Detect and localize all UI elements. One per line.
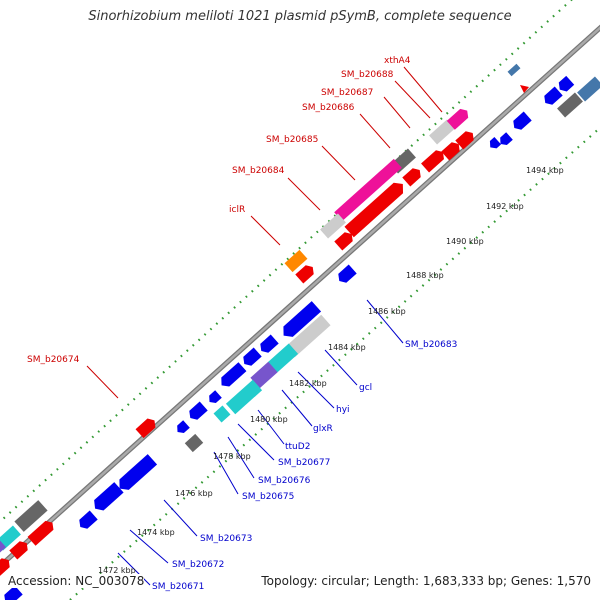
gene-feature [338, 264, 357, 283]
gene-feature [79, 510, 98, 529]
gene-feature [344, 182, 404, 238]
gene-feature [119, 454, 158, 490]
gene-feature [455, 131, 474, 150]
gene-label-sm-b20675: SM_b20675 [242, 492, 294, 502]
gene-label-glxr: glxR [313, 424, 333, 434]
gene-label-sm-b20686: SM_b20686 [302, 103, 355, 113]
gene-feature [520, 85, 529, 93]
gene-feature [421, 150, 444, 173]
gene-feature [189, 401, 208, 420]
reverse-callout-lines [117, 299, 404, 586]
reverse-gene-features [4, 63, 600, 600]
tick-label: 1490 kbp [446, 237, 484, 246]
gene-feature [243, 347, 262, 366]
gene-label-ttud2: ttuD2 [285, 442, 310, 452]
tick-label: 1484 kbp [328, 343, 366, 352]
accession-text: Accession: NC_003078 [8, 574, 145, 588]
tick-label: 1476 kbp [175, 489, 213, 498]
gene-feature [94, 482, 124, 511]
tick-label: 1472 kbp [98, 566, 136, 575]
gene-feature [27, 520, 54, 546]
gene-feature [221, 362, 247, 387]
gene-label-sm-b20674: SM_b20674 [27, 355, 80, 365]
gene-feature [225, 379, 263, 415]
map-title: Sinorhizobium meliloti 1021 plasmid pSym… [88, 9, 512, 24]
gene-feature [0, 558, 10, 577]
gene-feature [9, 541, 28, 560]
gene-feature [402, 168, 421, 187]
tick-label: 1478 kbp [213, 452, 251, 461]
gene-feature [544, 86, 563, 105]
tick-label: 1486 kbp [368, 307, 406, 316]
gene-label-sm-b20685: SM_b20685 [266, 135, 318, 145]
gene-feature [184, 433, 204, 453]
gene-feature [283, 301, 322, 337]
gene-label-gcl: gcl [359, 383, 372, 393]
gene-label-sm-b20676: SM_b20676 [258, 476, 311, 486]
backbone [0, 24, 600, 570]
gene-feature [320, 213, 346, 239]
gene-feature [14, 500, 48, 532]
gene-feature [513, 111, 532, 130]
gene-feature [558, 75, 575, 92]
gene-feature [285, 314, 331, 358]
gene-feature [0, 538, 6, 558]
gene-label-sm-b20688: SM_b20688 [341, 70, 394, 80]
gene-feature [441, 142, 460, 161]
gene-feature [489, 136, 502, 149]
tick-label: 1488 kbp [406, 271, 444, 280]
tick-label: 1482 kbp [289, 379, 327, 388]
gene-label-xthA4: xthA4 [384, 56, 411, 66]
reverse-gene-labels: SM_b20683 gcl hyi glxR ttuD2 SM_b20677 S… [152, 340, 457, 592]
sequence-stats: Topology: circular; Length: 1,683,333 bp… [261, 574, 591, 588]
gene-feature [267, 343, 299, 373]
tick-label: 1492 kbp [486, 202, 524, 211]
gene-feature [500, 132, 513, 146]
gene-feature [429, 119, 455, 145]
gene-feature [4, 585, 23, 600]
gene-feature [334, 232, 353, 251]
gene-feature [177, 420, 190, 434]
gene-label-sm-b20673: SM_b20673 [200, 534, 252, 544]
gene-label-sm-b20683: SM_b20683 [405, 340, 457, 350]
gene-label-iclr: iclR [229, 205, 245, 215]
inner-guide-line [69, 126, 600, 600]
gene-feature [284, 249, 308, 273]
gene-label-hyi: hyi [336, 405, 350, 415]
gene-feature [557, 92, 583, 118]
gene-feature [446, 108, 469, 130]
tick-labels: 1472 kbp 1474 kbp 1476 kbp 1478 kbp 1480… [98, 166, 564, 575]
gene-feature [209, 390, 222, 404]
tick-label: 1480 kbp [250, 415, 288, 424]
gene-label-sm-b20684: SM_b20684 [232, 166, 285, 176]
gene-feature [213, 405, 231, 423]
gene-feature [295, 265, 314, 284]
gene-feature [577, 76, 600, 102]
forward-gene-labels: xthA4 SM_b20688 SM_b20687 SM_b20686 SM_b… [27, 56, 411, 365]
gene-feature [260, 334, 279, 353]
tick-label: 1494 kbp [526, 166, 564, 175]
gene-feature [507, 63, 521, 77]
gene-feature [334, 158, 402, 222]
gene-label-sm-b20672: SM_b20672 [172, 560, 224, 570]
gene-label-sm-b20671: SM_b20671 [152, 582, 204, 592]
gene-label-sm-b20677: SM_b20677 [278, 458, 330, 468]
forward-gene-features [0, 108, 474, 577]
gene-label-sm-b20687: SM_b20687 [321, 88, 373, 98]
gene-feature [135, 418, 156, 439]
gene-feature [250, 361, 278, 389]
forward-callout-lines [86, 66, 443, 399]
tick-label: 1474 kbp [137, 528, 175, 537]
